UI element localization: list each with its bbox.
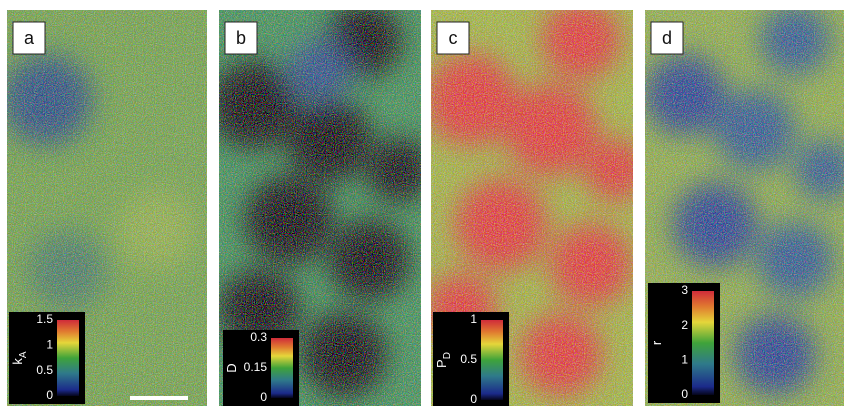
panel-label: c bbox=[449, 28, 458, 48]
panel-label: d bbox=[662, 28, 672, 48]
domain bbox=[117, 190, 197, 270]
domain bbox=[331, 222, 407, 298]
domain bbox=[757, 222, 833, 298]
colorbar-title-subscript: A bbox=[18, 351, 29, 358]
colorbar bbox=[692, 291, 714, 395]
domain bbox=[735, 315, 815, 395]
domain bbox=[289, 40, 349, 100]
domain bbox=[645, 55, 725, 135]
colorbar-tick-label: 1 bbox=[470, 312, 477, 326]
colorbar-title-main: r bbox=[649, 340, 664, 345]
figure: a1.510.50kAb0.30.150Dc10.50PDd3210r bbox=[0, 0, 844, 406]
colorbar-tick-label: 1 bbox=[681, 353, 688, 367]
colorbar-title-main: P bbox=[434, 359, 449, 368]
domain bbox=[456, 180, 546, 270]
panel: c 1 0.5 0 PD bbox=[426, 2, 646, 406]
colorbar-title: r bbox=[649, 340, 664, 345]
panel-label: b bbox=[236, 28, 246, 48]
colorbar-tick-label: 1.5 bbox=[36, 312, 53, 326]
domain bbox=[2, 55, 92, 145]
colorbar-title: D bbox=[224, 363, 239, 372]
colorbar-tick-label: 2 bbox=[681, 318, 688, 332]
domain bbox=[426, 55, 516, 145]
domain bbox=[212, 63, 296, 147]
colorbar-tick-label: 0.5 bbox=[36, 363, 53, 377]
domain bbox=[27, 230, 107, 310]
domain bbox=[304, 315, 384, 395]
colorbar-title-subscript: D bbox=[442, 352, 453, 359]
colorbar-title-main: D bbox=[224, 363, 239, 372]
domain bbox=[289, 100, 369, 180]
domain bbox=[369, 140, 429, 200]
colorbar bbox=[271, 338, 293, 398]
colorbar-tick-label: 0.3 bbox=[250, 330, 267, 344]
colorbar-tick-label: 0.15 bbox=[244, 360, 268, 374]
colorbar bbox=[481, 320, 503, 400]
colorbar-tick-label: 0.5 bbox=[460, 352, 477, 366]
colorbar bbox=[57, 320, 79, 396]
domain bbox=[551, 225, 631, 305]
colorbar-tick-label: 3 bbox=[681, 283, 688, 297]
domain bbox=[247, 178, 331, 262]
domain bbox=[715, 90, 795, 170]
colorbar-tick-label: 0 bbox=[681, 387, 688, 401]
colorbar-tick-label: 0 bbox=[260, 390, 267, 404]
domain bbox=[521, 315, 601, 395]
panel: b 0.3 0.15 0 D bbox=[212, 5, 429, 406]
domain bbox=[586, 140, 646, 200]
colorbar-tick-label: 0 bbox=[470, 392, 477, 406]
panel-label: a bbox=[24, 28, 35, 48]
domain bbox=[506, 85, 596, 175]
colorbar-tick-label: 1 bbox=[46, 338, 53, 352]
colorbar-tick-label: 0 bbox=[46, 388, 53, 402]
domain bbox=[760, 5, 830, 75]
domain bbox=[543, 2, 619, 78]
panel: d 3 2 1 0 r bbox=[645, 5, 844, 406]
panels: a1.510.50kAb0.30.150Dc10.50PDd3210r bbox=[2, 2, 844, 406]
domain bbox=[673, 183, 757, 267]
